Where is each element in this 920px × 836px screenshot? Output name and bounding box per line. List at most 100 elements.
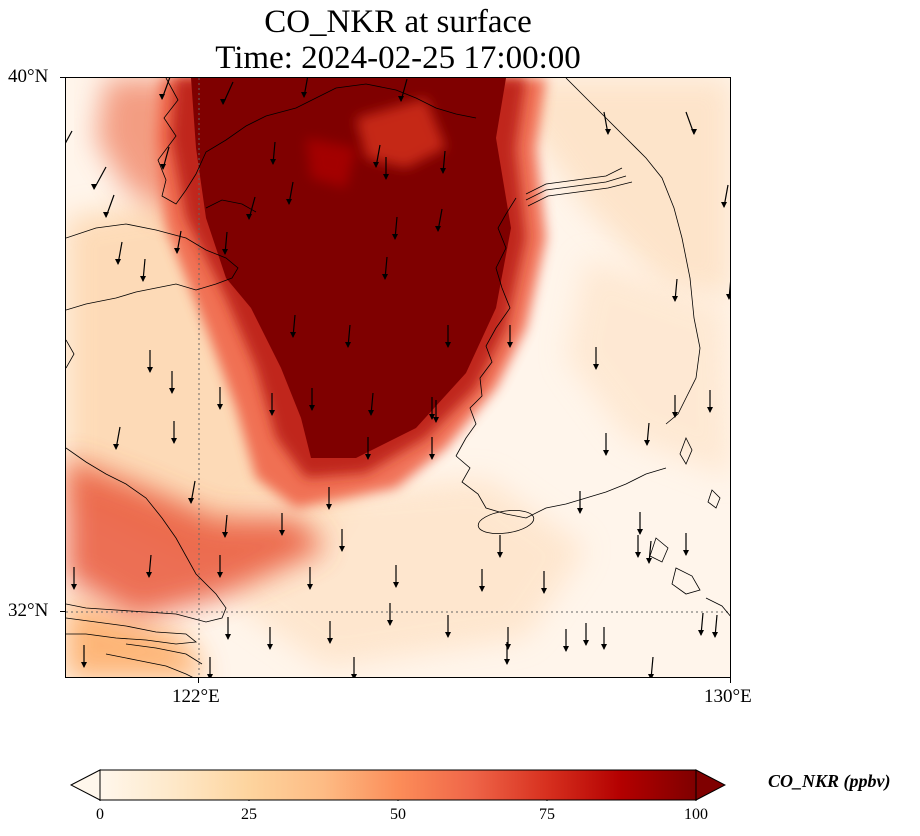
wind-arrowhead [429, 454, 435, 460]
wind-vectors [66, 78, 730, 677]
colorbar-max-extend [695, 769, 727, 801]
lon-tick-130 [730, 678, 731, 683]
wind-arrowhead [507, 342, 513, 348]
wind-arrowhead [603, 450, 609, 456]
wind-arrowhead [326, 504, 332, 510]
wind-arrowhead [159, 94, 165, 100]
wind-arrowhead [683, 550, 689, 556]
lat-tick-32 [60, 611, 65, 612]
colorbar-label: CO_NKR (ppbv) [768, 771, 891, 791]
wind-arrowhead [301, 92, 307, 98]
lon-label-122e: 122°E [172, 686, 220, 707]
wind-arrowhead [392, 234, 398, 240]
wind-arrowhead [707, 407, 713, 413]
wind-arrowhead [648, 674, 654, 677]
wind-arrowhead [169, 388, 175, 394]
wind-arrowhead [429, 414, 435, 420]
lat-tick-40 [60, 77, 65, 78]
wind-arrowhead [225, 634, 231, 640]
map-panel [65, 77, 731, 678]
wind-arrowhead [103, 212, 109, 218]
wind-arrowhead [140, 276, 146, 282]
wind-arrowhead [267, 644, 273, 650]
colorbar-gradient [100, 770, 696, 800]
gridlines [66, 78, 730, 677]
wind-arrowhead [445, 632, 451, 638]
wind-arrowhead [635, 552, 641, 558]
wind-arrowhead [71, 584, 77, 590]
wind-arrowhead [563, 646, 569, 652]
wind-arrowhead [644, 440, 650, 446]
wind-arrowhead [327, 638, 333, 644]
wind-arrowhead [146, 572, 152, 578]
lat-label-40n: 40°N [8, 66, 49, 87]
wind-arrowhead [433, 417, 439, 423]
wind-arrowhead [81, 662, 87, 668]
wind-arrowhead [541, 588, 547, 594]
wind-arrowhead [601, 644, 607, 650]
wind-arrowhead [286, 199, 292, 205]
colorbar-tick-25: 25 [241, 806, 257, 823]
wind-arrowhead [577, 508, 583, 514]
wind-arrowhead [307, 584, 313, 590]
colorbar-tick-50: 50 [390, 806, 406, 823]
wind-arrowhead [393, 582, 399, 588]
wind-arrowhead [351, 674, 357, 677]
wind-arrowhead [387, 620, 393, 626]
wind-arrowhead [435, 226, 441, 232]
map-canvas [66, 78, 730, 677]
wind-arrowhead [290, 332, 296, 338]
wind-arrowhead [726, 294, 730, 300]
co-field-layer [66, 78, 730, 677]
wind-arrowhead [217, 404, 223, 410]
wind-arrowhead [339, 546, 345, 552]
wind-arrowhead [712, 632, 718, 638]
colorbar-tick-100: 100 [684, 806, 708, 823]
wind-arrowhead [593, 364, 599, 370]
colorbar-graphic [69, 769, 727, 804]
wind-arrowhead [365, 454, 371, 460]
wind-arrowhead [270, 159, 276, 165]
wind-arrowhead [222, 532, 228, 538]
colorbar [69, 769, 727, 804]
wind-arrowhead [691, 129, 697, 135]
wind-arrowhead [171, 438, 177, 444]
wind-arrowhead [246, 214, 252, 220]
wind-arrowhead [188, 498, 194, 504]
wind-arrowhead [309, 405, 315, 411]
wind-arrowhead [583, 640, 589, 646]
wind-arrowhead [113, 444, 119, 450]
wind-arrowhead [269, 410, 275, 416]
wind-arrowhead [345, 342, 351, 348]
wind-arrow [66, 130, 73, 144]
wind-arrowhead [721, 202, 727, 208]
wind-arrowhead [398, 96, 404, 102]
wind-arrowhead [174, 248, 180, 254]
colorbar-min-extend [69, 769, 101, 801]
figure-title: CO_NKR at surface [264, 4, 532, 40]
wind-arrowhead [222, 249, 228, 255]
wind-arrowhead [220, 99, 226, 105]
wind-arrowhead [445, 342, 451, 348]
wind-arrowhead [698, 630, 704, 636]
wind-arrowhead [504, 659, 510, 665]
wind-arrowhead [382, 274, 388, 280]
wind-arrowhead [605, 129, 611, 135]
wind-arrowhead [637, 529, 643, 535]
lon-tick-122 [198, 678, 199, 683]
wind-arrowhead [672, 296, 678, 302]
colorbar-tick-0: 0 [96, 806, 104, 823]
lon-label-130e: 130°E [704, 686, 752, 707]
wind-arrowhead [91, 184, 97, 190]
wind-arrowhead [160, 164, 166, 170]
wind-arrowhead [383, 174, 389, 180]
wind-arrowhead [217, 572, 223, 578]
wind-arrowhead [115, 259, 121, 265]
wind-arrowhead [368, 410, 374, 416]
colorbar-tick-75: 75 [539, 806, 555, 823]
wind-arrowhead [373, 162, 379, 168]
wind-arrowhead [672, 412, 678, 418]
wind-arrowhead [646, 558, 652, 564]
wind-arrowhead [479, 586, 485, 592]
